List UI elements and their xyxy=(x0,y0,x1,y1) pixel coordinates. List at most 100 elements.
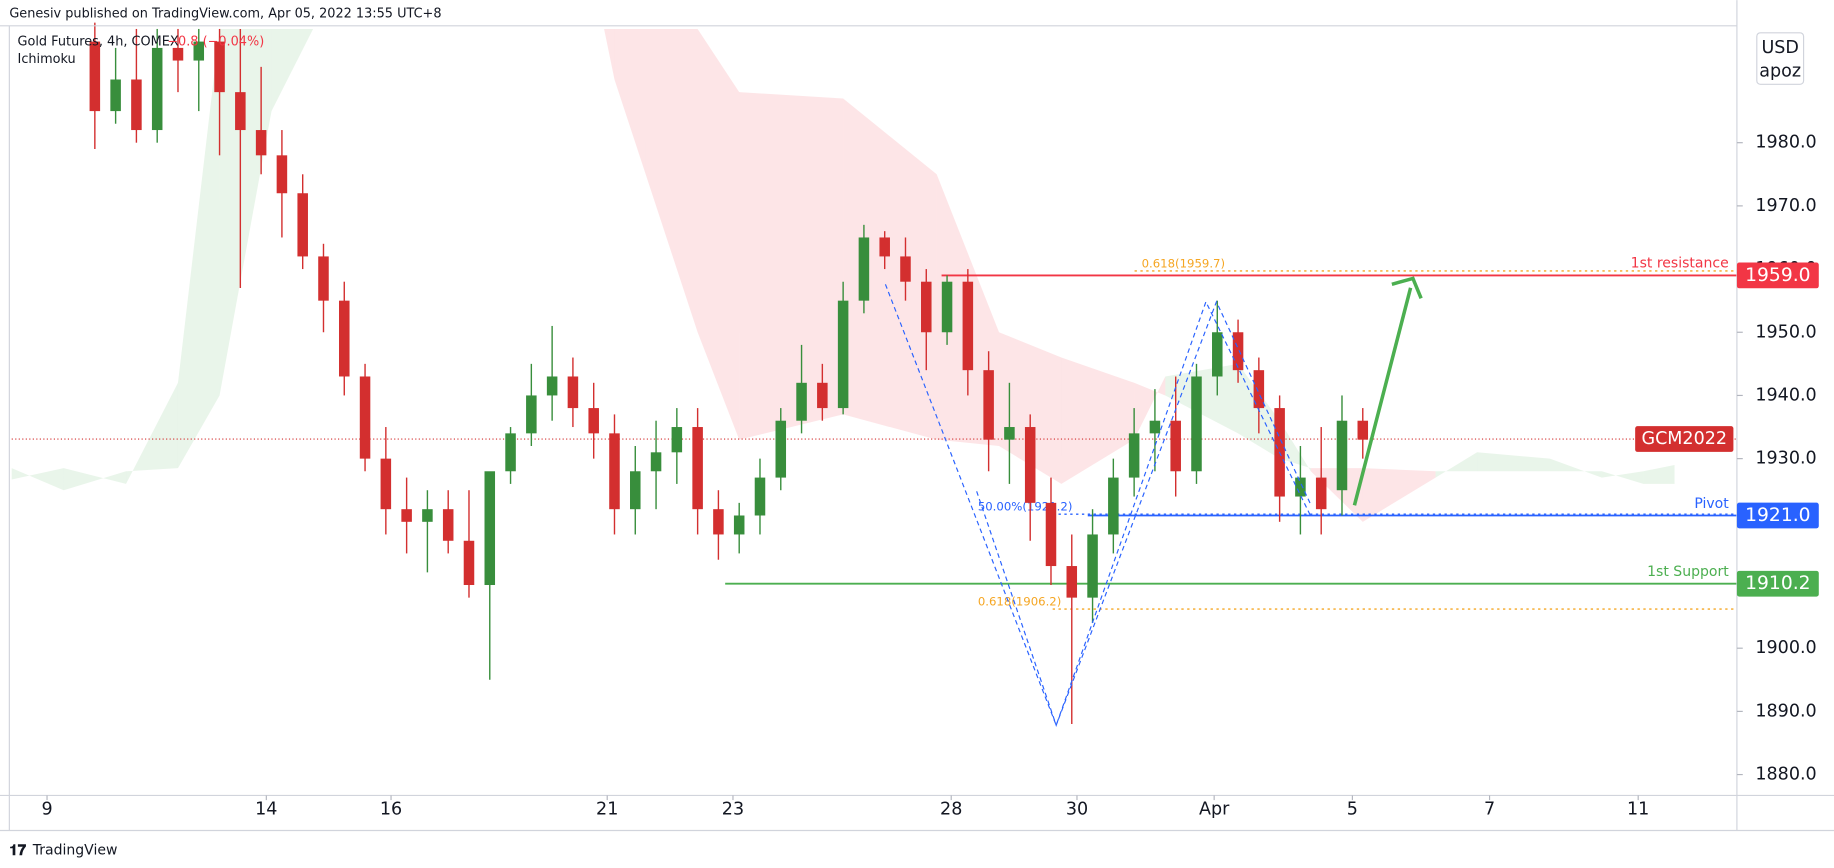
candle-body xyxy=(1336,420,1348,491)
pattern-line xyxy=(976,300,1311,727)
arrow xyxy=(1352,287,1413,506)
candle-body xyxy=(214,41,225,93)
candle-body xyxy=(339,300,350,377)
candle-body xyxy=(484,471,496,586)
candle-body xyxy=(900,256,911,282)
candle-body xyxy=(1149,420,1161,434)
arrow-head xyxy=(1391,276,1423,299)
candle-body xyxy=(1045,502,1057,567)
candle-body xyxy=(962,281,974,371)
cloud-segment xyxy=(739,92,844,440)
candle-body xyxy=(1357,420,1369,440)
footer-brand: TradingView xyxy=(32,842,118,858)
candle-body xyxy=(1066,566,1078,598)
candle-body xyxy=(1212,332,1223,377)
price-tag xyxy=(1736,570,1819,597)
candle-body xyxy=(858,237,870,301)
candle-body xyxy=(276,155,288,194)
candle-body xyxy=(422,509,433,522)
cloud-segment xyxy=(1549,458,1602,478)
y-tick-label: 1930.0 xyxy=(1755,449,1816,469)
candle-body xyxy=(526,395,537,434)
cloud-segment xyxy=(63,468,127,491)
cloud-segment xyxy=(271,28,314,112)
candle-body xyxy=(110,79,121,112)
y-tick-label: 1900.0 xyxy=(1755,638,1816,658)
cloud-segment xyxy=(614,28,646,175)
candle-body xyxy=(380,458,392,510)
x-tick-label: 30 xyxy=(1066,799,1088,819)
candle-body xyxy=(1253,370,1265,409)
price-tag-label: 1921.0 xyxy=(1745,505,1810,526)
y-tick-label: 1980.0 xyxy=(1755,133,1816,153)
x-tick-label: Apr xyxy=(1199,799,1230,819)
candle-body xyxy=(733,515,745,535)
y-tick-label: 1940.0 xyxy=(1755,385,1816,405)
y-tick-label: 1970.0 xyxy=(1755,196,1816,216)
cloud-segment xyxy=(1477,452,1550,472)
last-price-tag-label: GCM2022 xyxy=(1641,429,1727,449)
candle-body xyxy=(172,47,184,61)
candle-body xyxy=(941,281,953,333)
cloud-segment xyxy=(843,98,937,440)
candle-body xyxy=(983,370,994,440)
pattern-line xyxy=(884,284,1311,727)
last-price-tag xyxy=(1635,426,1734,452)
unit[interactable]: apoz xyxy=(1759,61,1801,81)
candle-body xyxy=(1108,477,1119,535)
x-tick-label: 23 xyxy=(722,799,744,819)
level-name: 1st Support xyxy=(1647,564,1729,580)
candle-body xyxy=(588,408,599,434)
candle-body xyxy=(89,41,101,112)
candle-body xyxy=(837,300,849,409)
cloud-segment xyxy=(1134,376,1166,440)
price-tag-label: 1959.0 xyxy=(1745,265,1810,286)
tv-logo: 𝟏𝟕 xyxy=(9,841,26,859)
price-tag xyxy=(1736,502,1819,529)
y-tick-label: 1950.0 xyxy=(1755,322,1816,342)
candle-body xyxy=(235,92,246,131)
currency[interactable]: USD xyxy=(1761,38,1798,58)
level-name: 1st resistance xyxy=(1631,256,1729,272)
candle-body xyxy=(1295,477,1306,497)
candle-body xyxy=(775,420,787,478)
cloud-segment xyxy=(1362,468,1436,522)
plot-area: 0.618(1959.7)0.618(1906.2)50.00%(1921.2)… xyxy=(11,22,1737,725)
cloud-segment xyxy=(1279,420,1311,472)
candle-body xyxy=(713,509,724,535)
candle-body xyxy=(1191,376,1202,472)
level-name: Pivot xyxy=(1694,496,1729,512)
candle-body xyxy=(1232,332,1244,371)
candle-body xyxy=(567,376,579,409)
candle-body xyxy=(630,471,641,510)
candle-body xyxy=(131,79,142,131)
candle-body xyxy=(255,130,267,156)
candle-body xyxy=(921,281,932,333)
cloud-segment xyxy=(645,28,698,333)
cloud-segment xyxy=(11,468,64,491)
candle-body xyxy=(879,237,890,257)
cloud-segment xyxy=(999,332,1062,484)
candle-body xyxy=(546,376,558,396)
y-tick-label: 1880.0 xyxy=(1755,765,1816,785)
candle-body xyxy=(692,427,703,510)
candle-body xyxy=(796,382,807,421)
candle-body xyxy=(1087,534,1098,598)
candle-body xyxy=(1024,427,1036,503)
x-tick-label: 5 xyxy=(1347,799,1358,819)
candle-body xyxy=(442,509,454,541)
published-note: Genesiv published on TradingView.com, Ap… xyxy=(9,7,441,22)
cloud-segment xyxy=(177,28,220,469)
cloud-segment xyxy=(126,382,178,484)
price-tag xyxy=(1736,262,1819,289)
currency-box[interactable] xyxy=(1756,32,1805,85)
candle-body xyxy=(1315,477,1327,510)
overlay xyxy=(884,276,1423,727)
x-tick-label: 11 xyxy=(1627,799,1649,819)
cloud-segment xyxy=(604,28,615,80)
candle-body xyxy=(297,193,308,257)
x-tick-label: 16 xyxy=(380,799,402,819)
